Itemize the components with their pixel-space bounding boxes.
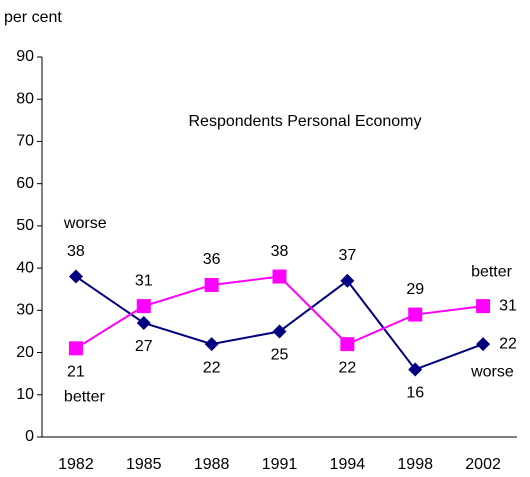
y-tick-label: 60 xyxy=(16,175,34,192)
marker xyxy=(204,278,219,292)
marker xyxy=(408,307,423,322)
data-label: 31 xyxy=(135,272,153,289)
data-label: 36 xyxy=(203,251,221,268)
data-label: 16 xyxy=(406,385,424,402)
marker xyxy=(408,362,423,377)
data-label: 31 xyxy=(499,297,517,314)
marker xyxy=(204,337,219,352)
y-axis-label: per cent xyxy=(4,9,62,26)
marker xyxy=(340,337,355,352)
marker xyxy=(68,341,83,356)
marker xyxy=(272,269,287,284)
x-tick-label: 1988 xyxy=(194,456,230,473)
y-tick-label: 30 xyxy=(16,302,34,319)
series-annotation: better xyxy=(64,389,106,406)
chart-title: Respondents Personal Economy xyxy=(188,113,421,130)
data-label: 38 xyxy=(271,243,289,260)
y-tick-label: 10 xyxy=(16,386,34,403)
data-label: 29 xyxy=(406,281,424,298)
marker xyxy=(68,269,83,284)
series-annotation: worse xyxy=(63,215,107,232)
data-label: 22 xyxy=(499,335,517,352)
y-tick-label: 70 xyxy=(16,133,34,150)
y-tick-label: 20 xyxy=(16,344,34,361)
data-label: 38 xyxy=(67,243,85,260)
x-tick-label: 2002 xyxy=(465,456,501,473)
series-annotation: worse xyxy=(470,363,514,380)
data-label: 21 xyxy=(67,364,85,381)
x-tick-label: 1991 xyxy=(262,456,298,473)
marker xyxy=(136,299,151,314)
series-annotation: better xyxy=(471,263,513,280)
x-tick-label: 1982 xyxy=(58,456,94,473)
y-tick-label: 40 xyxy=(16,259,34,276)
marker xyxy=(340,273,355,288)
x-tick-label: 1994 xyxy=(330,456,366,473)
x-tick-label: 1985 xyxy=(126,456,162,473)
y-tick-label: 90 xyxy=(16,48,34,65)
marker xyxy=(136,316,151,330)
marker xyxy=(476,337,491,352)
y-tick-label: 0 xyxy=(25,428,34,445)
x-tick-label: 1998 xyxy=(397,456,433,473)
data-label: 25 xyxy=(271,347,289,364)
data-label: 27 xyxy=(135,338,153,355)
y-tick-label: 50 xyxy=(16,217,34,234)
marker xyxy=(272,324,287,339)
data-label: 22 xyxy=(203,359,221,376)
y-tick-label: 80 xyxy=(16,90,34,107)
data-label: 37 xyxy=(338,247,356,264)
data-label: 22 xyxy=(338,359,356,376)
marker xyxy=(476,299,491,314)
